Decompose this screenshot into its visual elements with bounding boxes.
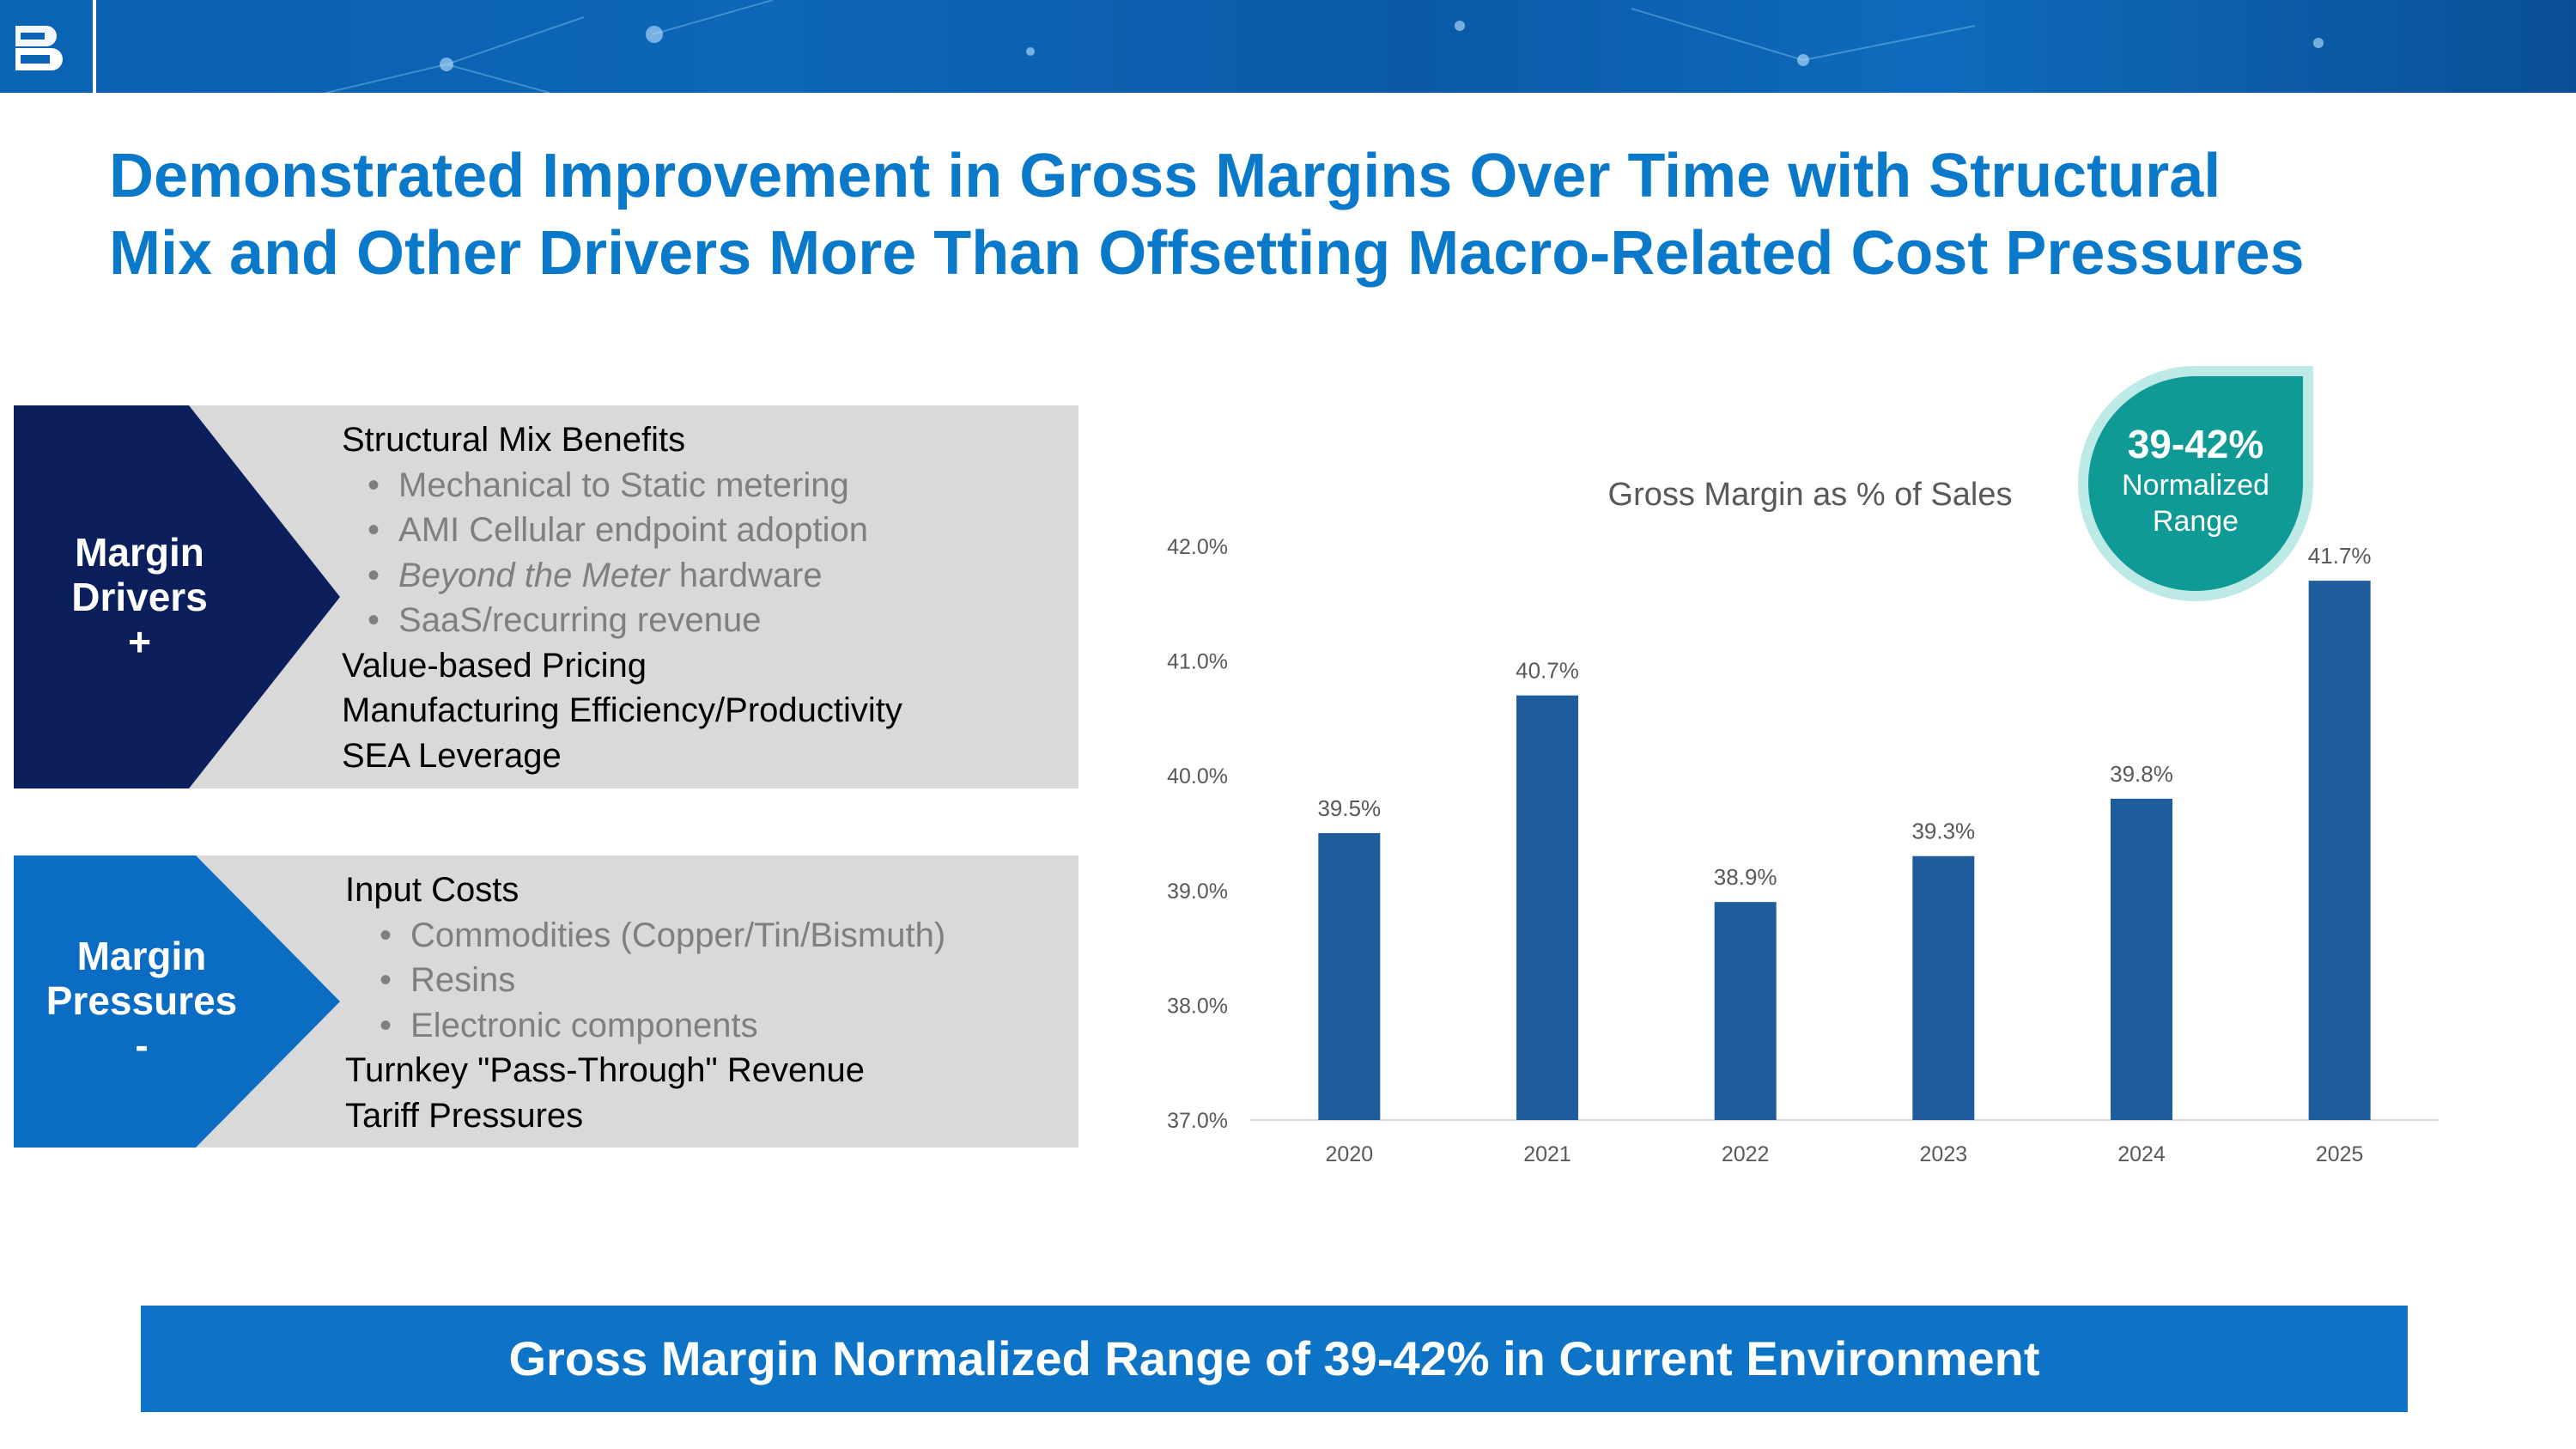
chart-title: Gross Margin as % of Sales (1608, 477, 2013, 513)
bar (1714, 902, 1777, 1120)
footer-banner: Gross Margin Normalized Range of 39-42% … (141, 1306, 2408, 1412)
data-label: 39.5% (1317, 795, 1381, 821)
badger-meter-logo-icon (15, 26, 63, 70)
bar (2308, 581, 2371, 1120)
x-tick-label: 2022 (1722, 1142, 1770, 1166)
bar (1912, 855, 1975, 1120)
drivers-label-line1: Margin (75, 530, 204, 575)
list-item: Structural Mix Benefits (342, 421, 686, 459)
drivers-label-line2: Drivers (71, 575, 208, 619)
badge-text: 39-42% Normalized Range (2071, 421, 2320, 539)
drivers-label: Margin Drivers + (26, 530, 253, 664)
title-line-1: Demonstrated Improvement in Gross Margin… (109, 142, 2221, 210)
drivers-label-sign: + (128, 619, 151, 664)
badge-line3: Range (2152, 505, 2239, 538)
pressures-label: Margin Pressures - (26, 934, 258, 1068)
x-tick-label: 2024 (2117, 1142, 2166, 1166)
y-tick-label: 39.0% (1167, 880, 1228, 904)
y-tick-label: 38.0% (1167, 994, 1228, 1018)
list-item: Value-based Pricing (342, 646, 647, 685)
pressures-chevron (14, 855, 340, 1148)
bar (1516, 695, 1578, 1120)
list-item: Beyond the Meter hardware (342, 553, 902, 599)
list-item: SaaS/recurring revenue (342, 598, 902, 643)
top-banner (0, 0, 2576, 93)
drivers-list: Structural Mix Benefits Mechanical to St… (342, 417, 902, 778)
pressures-label-line2: Pressures (46, 978, 238, 1023)
list-item: Tariff Pressures (345, 1096, 584, 1135)
y-tick-label: 41.0% (1167, 650, 1228, 674)
y-tick-label: 42.0% (1167, 535, 1228, 559)
badge-drop-shape (2078, 366, 2313, 601)
pressures-label-line1: Margin (76, 934, 207, 978)
data-label: 40.7% (1516, 658, 1579, 684)
data-label: 39.3% (1911, 819, 1975, 844)
list-item: Manufacturing Efficiency/Productivity (342, 691, 902, 729)
logo-container (0, 0, 96, 93)
list-item: Electronic components (345, 1003, 945, 1049)
network-pattern (325, 0, 2324, 93)
y-tick-label: 37.0% (1167, 1109, 1228, 1133)
data-label: 39.8% (2110, 761, 2173, 787)
list-item: Resins (345, 958, 945, 1003)
pressures-list: Input Costs Commodities (Copper/Tin/Bism… (345, 868, 945, 1138)
data-label: 41.7% (2308, 543, 2372, 569)
gross-margin-chart: Gross Margin as % of Sales 37.0% 38.0% 39.0… (1167, 477, 2439, 1166)
x-tick-label: 2025 (2316, 1142, 2364, 1166)
x-tick-label: 2020 (1326, 1142, 1374, 1166)
x-tick-label: 2023 (1920, 1142, 1968, 1166)
badge-line2: Normalized (2122, 469, 2269, 502)
page-title: Demonstrated Improvement in Gross Margin… (109, 137, 2496, 292)
list-item: Input Costs (345, 871, 519, 909)
normalized-range-badge: 39-42% Normalized Range (2071, 359, 2320, 608)
drivers-chevron (14, 405, 340, 788)
pressures-label-sign: - (135, 1023, 149, 1068)
badge-value: 39-42% (2127, 422, 2264, 466)
y-tick-label: 40.0% (1167, 764, 1228, 788)
bar (2111, 798, 2172, 1120)
list-item: Turnkey "Pass-Through" Revenue (345, 1051, 865, 1089)
list-item: SEA Leverage (342, 736, 562, 775)
list-item: AMI Cellular endpoint adoption (342, 508, 902, 553)
data-label: 38.9% (1714, 864, 1777, 890)
list-item: Commodities (Copper/Tin/Bismuth) (345, 913, 945, 959)
list-item: Mechanical to Static metering (342, 463, 902, 508)
bar (1318, 833, 1381, 1120)
x-tick-label: 2021 (1523, 1142, 1571, 1166)
title-line-2: Mix and Other Drivers More Than Offsetti… (109, 219, 2305, 288)
